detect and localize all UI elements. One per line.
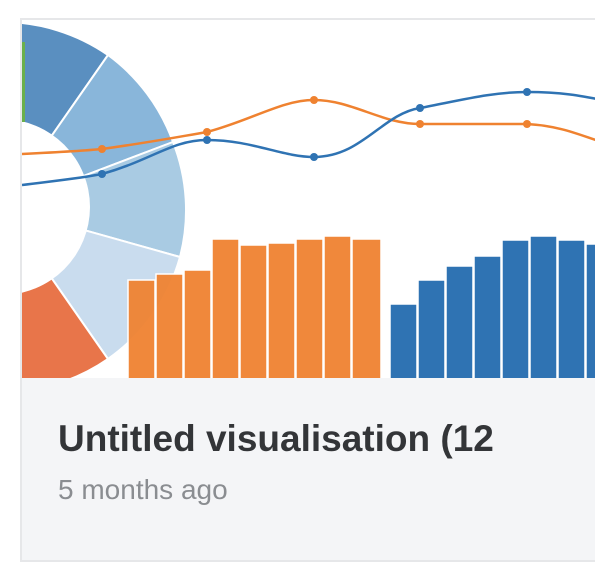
thumbnail bbox=[22, 22, 595, 380]
card-footer: Untitled visualisation (12 5 months ago bbox=[22, 378, 595, 560]
visualisation-card[interactable]: Untitled visualisation (12 5 months ago bbox=[20, 18, 595, 562]
card-subtitle: 5 months ago bbox=[58, 474, 228, 505]
card-title[interactable]: Untitled visualisation (12 bbox=[58, 418, 494, 459]
thumbnail-art bbox=[22, 22, 595, 380]
title-fade bbox=[502, 414, 595, 470]
